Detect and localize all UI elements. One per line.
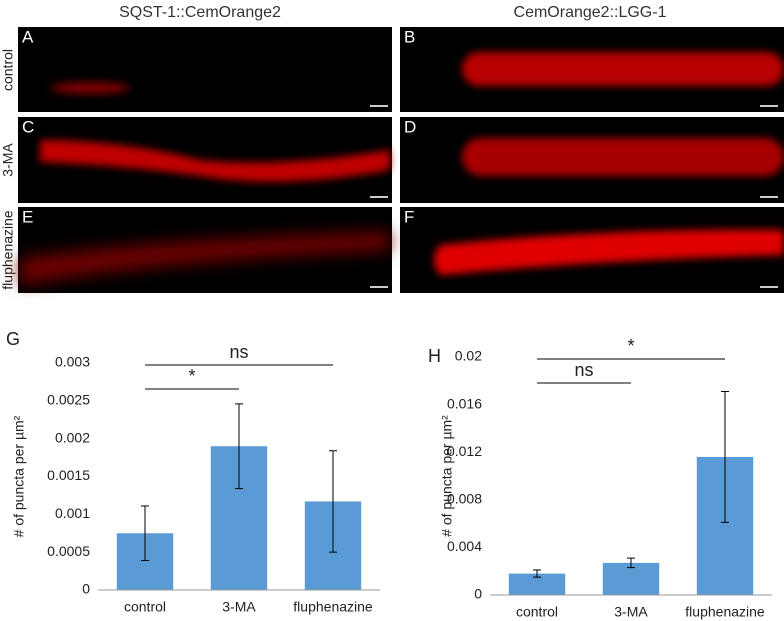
bar <box>602 562 660 595</box>
row-label: control <box>0 49 16 91</box>
panel-label: F <box>404 207 414 226</box>
micrograph <box>18 207 392 293</box>
significance-label: ns <box>574 360 593 380</box>
x-tick-label: 3-MA <box>614 604 648 620</box>
y-tick-label: 0 <box>82 581 90 597</box>
y-tick-label: 0.012 <box>447 443 482 459</box>
x-tick-label: control <box>124 599 166 615</box>
panel-label: B <box>404 27 415 46</box>
row-label: fluphenazine <box>0 210 16 290</box>
micrograph <box>400 117 784 203</box>
panel-label: G <box>6 329 20 349</box>
y-tick-label: 0.02 <box>455 348 482 364</box>
error-bar <box>721 391 729 523</box>
error-bar <box>235 403 243 490</box>
micrograph <box>400 207 784 293</box>
y-tick-label: 0.001 <box>55 505 90 521</box>
y-tick-label: 0.0015 <box>47 467 90 483</box>
panel-label: A <box>22 27 34 46</box>
y-tick-label: 0.002 <box>55 429 90 445</box>
micrograph <box>18 117 392 203</box>
error-bar <box>141 505 149 561</box>
column-title: SQST-1::CemOrange2 <box>119 4 281 21</box>
y-tick-label: 0.016 <box>447 395 482 411</box>
y-tick-label: 0.0005 <box>47 543 90 559</box>
y-axis-title: # of puncta per µm² <box>11 415 27 537</box>
error-bar <box>329 450 337 553</box>
y-tick-label: 0.0025 <box>47 392 90 408</box>
x-tick-label: control <box>516 604 558 620</box>
error-bar <box>533 569 541 578</box>
y-axis-title: # of puncta per µm² <box>439 415 455 537</box>
panel-label: E <box>22 207 33 226</box>
y-tick-label: 0 <box>474 586 482 602</box>
x-tick-label: fluphenazine <box>293 599 373 615</box>
micrograph <box>400 27 784 112</box>
panel-label: C <box>22 117 34 136</box>
error-bar <box>627 557 635 569</box>
significance-label: ns <box>229 342 248 362</box>
column-title: CemOrange2::LGG-1 <box>514 4 667 21</box>
y-tick-label: 0.003 <box>55 354 90 370</box>
x-tick-label: 3-MA <box>222 599 256 615</box>
y-tick-label: 0.004 <box>447 538 482 554</box>
significance-label: * <box>188 366 195 386</box>
x-tick-label: fluphenazine <box>685 604 765 620</box>
panel-label: D <box>404 117 416 136</box>
significance-label: * <box>627 336 634 356</box>
bar <box>508 573 566 595</box>
micrograph <box>18 27 392 112</box>
row-label: 3-MA <box>0 143 16 177</box>
y-tick-label: 0.008 <box>447 491 482 507</box>
panel-label: H <box>428 346 441 366</box>
